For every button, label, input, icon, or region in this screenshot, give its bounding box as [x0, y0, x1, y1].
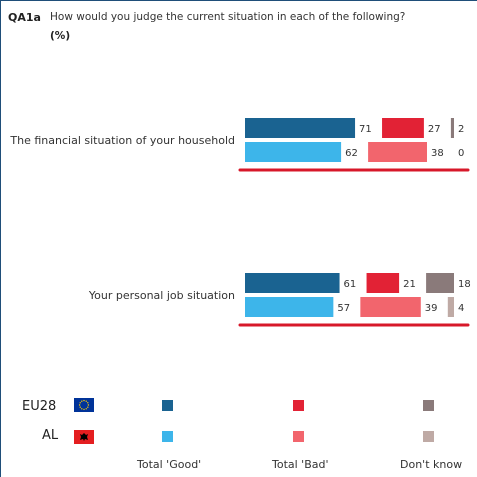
legend-swatch-al-dk [423, 431, 434, 442]
legend-label-good: Total 'Good' [137, 458, 202, 471]
bar-al-good-0 [245, 142, 342, 162]
eu-flag-icon [74, 398, 94, 412]
bar-eu-dont-know-0 [450, 118, 454, 138]
albania-flag-icon [74, 430, 94, 444]
data-label-eu-bad-0: 27 [428, 124, 441, 135]
legend-swatch-al-good [162, 431, 173, 442]
legend-label-bad: Total 'Bad' [272, 458, 329, 471]
legend-row-label-eu28: EU28 [22, 399, 57, 414]
data-label-al-dont-know-1: 4 [458, 303, 464, 314]
data-label-al-good-0: 62 [345, 148, 358, 159]
legend-swatch-eu-dk [423, 400, 434, 411]
data-label-al-good-1: 57 [337, 303, 350, 314]
category-label-job: Your personal job situation [88, 289, 235, 302]
bar-al-bad-0 [368, 142, 427, 162]
legend-swatch-eu-good [162, 400, 173, 411]
legend-swatch-al-bad [293, 431, 304, 442]
data-label-al-bad-1: 39 [425, 303, 438, 314]
legend-label-dont-know: Don't know [400, 458, 463, 471]
bar-eu-bad-1 [366, 273, 400, 293]
bar-eu-dont-know-1 [426, 273, 454, 293]
data-label-eu-good-1: 61 [344, 279, 357, 290]
data-label-al-dont-know-0: 0 [458, 148, 464, 159]
data-label-eu-bad-1: 21 [403, 279, 416, 290]
bar-al-bad-1 [360, 297, 421, 317]
legend-row-label-al: AL [42, 428, 59, 443]
legend-swatch-eu-bad [293, 400, 304, 411]
bar-eu-good-1 [245, 273, 340, 293]
bar-eu-bad-0 [382, 118, 424, 138]
data-label-al-bad-0: 38 [431, 148, 444, 159]
bar-al-good-1 [245, 297, 334, 317]
bar-eu-good-0 [245, 118, 356, 138]
data-label-eu-dont-know-0: 2 [458, 124, 464, 135]
question-text: How would you judge the current situatio… [50, 11, 406, 23]
question-code: QA1a [8, 11, 41, 24]
data-label-eu-dont-know-1: 18 [458, 279, 471, 290]
category-label-household: The financial situation of your househol… [10, 134, 235, 147]
unit-label: (%) [50, 30, 71, 42]
bar-al-dont-know-1 [447, 297, 454, 317]
data-label-eu-good-0: 71 [359, 124, 372, 135]
